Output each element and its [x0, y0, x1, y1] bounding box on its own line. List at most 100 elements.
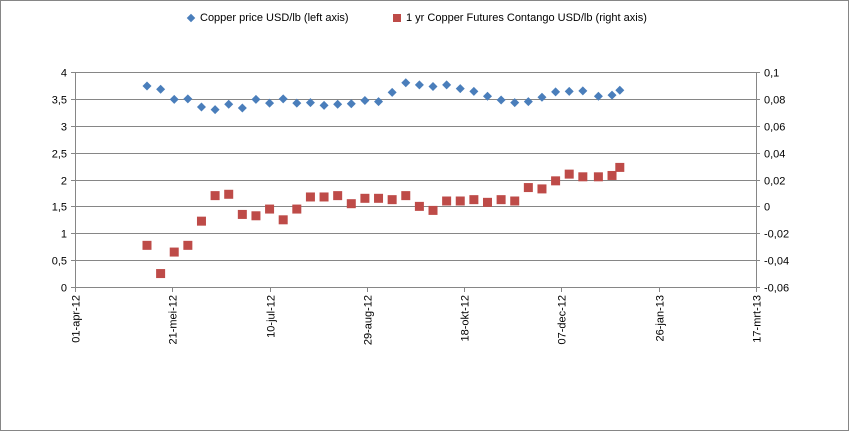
y-right-tick-label: 0,08 [764, 95, 785, 107]
copper-price-point [142, 81, 152, 91]
contango-point [196, 216, 206, 226]
contango-point [551, 176, 561, 186]
y-right-tick-label: -0,06 [764, 283, 789, 295]
x-tick-label: 17-mrt-13 [752, 295, 764, 343]
copper-price-point [360, 95, 370, 105]
copper-price-point [156, 84, 166, 94]
legend-item-copper-price: Copper price USD/lb (left axis) [186, 12, 349, 24]
y-left-tick-label: 0 [61, 283, 67, 295]
x-tick-label: 01-apr-12 [71, 295, 83, 343]
contango-point [374, 193, 384, 203]
copper-price-point [428, 82, 438, 92]
contango-point [333, 191, 343, 201]
y-left-tick-label: 2 [61, 176, 67, 188]
copper-price-point [237, 103, 247, 113]
copper-price-point [319, 100, 329, 110]
contango-point [607, 170, 617, 180]
y-right-tick-label: 0,06 [764, 122, 785, 134]
contango-point [455, 196, 465, 206]
copper-price-point [387, 87, 397, 97]
copper-price-point [251, 94, 261, 104]
y-right-tick-label: -0,04 [764, 256, 789, 268]
copper-price-point [469, 86, 479, 96]
contango-point [578, 172, 588, 182]
contango-point [210, 191, 220, 201]
copper-price-point [414, 80, 424, 90]
copper-price-point [401, 78, 411, 88]
copper-price-point [510, 98, 520, 108]
copper-price-point [578, 86, 588, 96]
contango-point [278, 215, 288, 225]
contango-point [237, 209, 247, 219]
y-left-tick-label: 1,5 [52, 202, 67, 214]
copper-price-point [305, 98, 315, 108]
contango-point [523, 183, 533, 193]
legend-label-contango: 1 yr Copper Futures Contango USD/lb (rig… [406, 12, 647, 25]
contango-point [265, 204, 275, 214]
copper-price-point [374, 97, 384, 107]
legend-item-contango: 1 yr Copper Futures Contango USD/lb (rig… [393, 12, 647, 24]
copper-price-point [210, 105, 220, 115]
copper-price-point [482, 91, 492, 101]
x-tick-label: 10-jul-12 [266, 295, 278, 338]
legend-square-marker-icon [393, 14, 401, 23]
contango-point [414, 201, 424, 211]
contango-point [428, 205, 438, 215]
copper-price-point [183, 94, 193, 104]
copper-price-point [523, 97, 533, 107]
contango-point [387, 195, 397, 205]
legend-label-copper-price: Copper price USD/lb (left axis) [200, 12, 349, 25]
y-right-tick-label: 0 [764, 202, 770, 214]
copper-price-point [442, 80, 452, 90]
contango-point [224, 189, 234, 199]
contango-point [482, 197, 492, 207]
copper-price-point [537, 92, 547, 102]
contango-point [360, 193, 370, 203]
contango-point [615, 162, 625, 172]
contango-point [537, 184, 547, 194]
contango-point [183, 240, 193, 250]
contango-point [305, 192, 315, 202]
contango-point [564, 169, 574, 179]
copper-price-point [292, 98, 302, 108]
copper-price-point [333, 99, 343, 109]
y-right-tick-label: -0,02 [764, 229, 789, 241]
contango-point [292, 204, 302, 214]
contango-point [442, 196, 452, 206]
legend: Copper price USD/lb (left axis) 1 yr Cop… [0, 12, 849, 28]
y-left-tick-label: 2,5 [52, 149, 67, 161]
y-right-tick-label: 0,02 [764, 176, 785, 188]
copper-price-point [169, 94, 179, 104]
copper-price-point [265, 98, 275, 108]
x-tick-label: 21-mei-12 [168, 295, 180, 345]
contango-point [156, 269, 166, 279]
contango-point [319, 192, 329, 202]
x-tick-label: 07-dec-12 [557, 295, 569, 345]
y-left-tick-label: 1 [61, 229, 67, 241]
x-tick-label: 26-jan-13 [655, 295, 667, 341]
contango-point [346, 199, 356, 209]
contango-point [510, 196, 520, 206]
contango-point [496, 195, 506, 205]
copper-price-point [607, 90, 617, 100]
copper-price-point [615, 85, 625, 95]
x-tick-label: 18-okt-12 [460, 295, 472, 341]
y-left-tick-label: 3,5 [52, 95, 67, 107]
contango-point [593, 172, 603, 182]
copper-price-point [564, 86, 574, 96]
contango-point [169, 247, 179, 257]
contango-point [251, 211, 261, 221]
copper-price-point [224, 99, 234, 109]
y-right-tick-label: 0,1 [764, 68, 779, 80]
contango-point [401, 191, 411, 201]
x-tick-label: 29-aug-12 [363, 295, 375, 345]
y-right-tick-label: 0,04 [764, 149, 785, 161]
contango-point [142, 240, 152, 250]
y-left-tick-label: 0,5 [52, 256, 67, 268]
copper-price-point [593, 91, 603, 101]
y-left-tick-label: 4 [61, 68, 67, 80]
y-left-tick-label: 3 [61, 122, 67, 134]
copper-price-point [496, 95, 506, 105]
